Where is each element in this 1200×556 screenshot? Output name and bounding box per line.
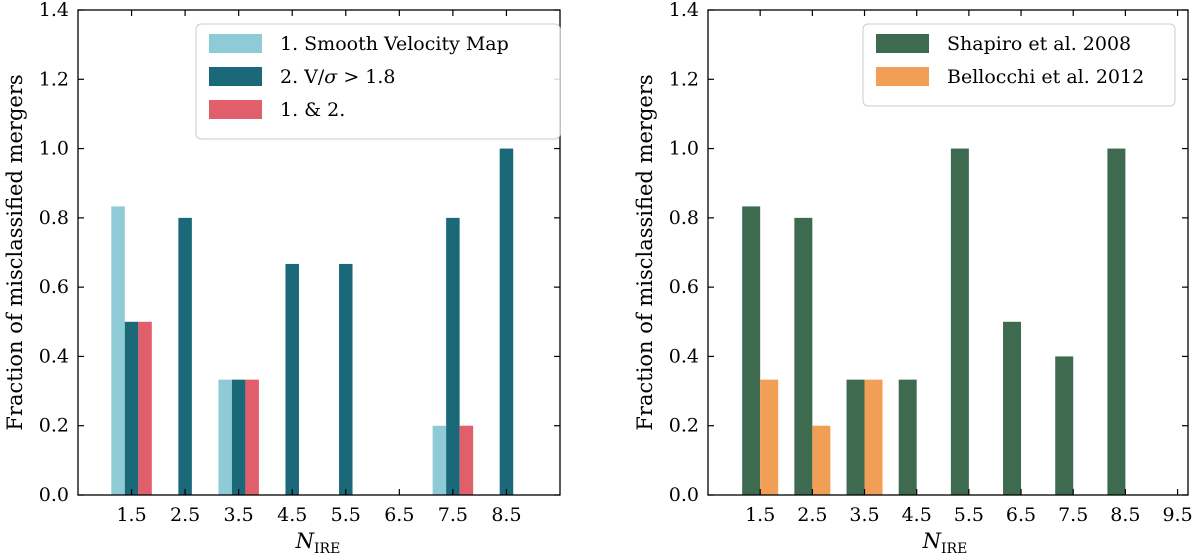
- bar-1-s2-c5.5: [339, 263, 353, 495]
- axes-frame: [707, 9, 1189, 496]
- x-tick-label: 2.5: [797, 504, 827, 526]
- bar-1-s2-c7.5: [446, 217, 460, 495]
- bar-2-s2-c1.5: [760, 379, 779, 495]
- x-tick-label: 8.5: [1110, 504, 1140, 526]
- y-tick-label: 1.4: [39, 0, 69, 21]
- x-tick-label: 1.5: [116, 504, 146, 526]
- y-tick-label: 1.2: [39, 68, 69, 90]
- bar-1-s3-c7.5: [459, 425, 474, 495]
- bar-1-s3-c3.5: [245, 379, 259, 495]
- bar-1-s2-c8.5: [499, 148, 514, 496]
- bar-1-s2-c1.5: [124, 321, 139, 495]
- y-axis-label: Fraction of misclassified mergers: [633, 74, 657, 430]
- y-tick-label: 1.0: [669, 138, 699, 160]
- x-axis-label: NIRE: [295, 529, 341, 556]
- y-tick-label: 0.0: [39, 484, 69, 506]
- bar-1-s1-c7.5: [432, 425, 447, 495]
- y-tick-label: 0.2: [39, 415, 69, 437]
- y-tick-label: 1.0: [39, 138, 69, 160]
- bar-1-s2-c4.5: [285, 263, 299, 495]
- y-tick-label: 0.0: [669, 484, 699, 506]
- x-tick-label: 4.5: [902, 504, 932, 526]
- bar-2-s1-c5.5: [950, 148, 969, 496]
- y-tick-label: 1.2: [669, 68, 699, 90]
- legend-label: 2. V/σ > 1.8: [280, 66, 396, 88]
- legend-label: Shapiro et al. 2008: [947, 33, 1131, 55]
- y-tick-label: 0.4: [39, 345, 69, 367]
- legend-swatch: [209, 100, 262, 119]
- y-tick-label: 0.4: [669, 345, 699, 367]
- legend-box: [195, 23, 561, 140]
- x-tick-label: 7.5: [438, 504, 468, 526]
- x-tick-label: 5.5: [954, 504, 984, 526]
- y-tick-label: 0.2: [669, 415, 699, 437]
- y-axis-label: Fraction of misclassified mergers: [3, 74, 27, 430]
- x-tick-label: 8.5: [491, 504, 521, 526]
- bar-2-s1-c2.5: [794, 217, 813, 495]
- bar-2-s2-c3.5: [864, 379, 883, 495]
- bar-2-s1-c7.5: [1055, 356, 1074, 495]
- x-axis-label: NIRE: [922, 529, 968, 556]
- x-tick-label: 7.5: [1058, 504, 1088, 526]
- x-tick-label: 6.5: [1006, 504, 1036, 526]
- x-tick-label: 4.5: [277, 504, 307, 526]
- legend-box: [862, 23, 1176, 107]
- bar-1-s2-c2.5: [178, 217, 192, 495]
- x-tick-label: 5.5: [331, 504, 361, 526]
- x-tick-label: 3.5: [849, 504, 879, 526]
- bar-1-s1-c1.5: [111, 206, 125, 496]
- chart-panel-2: 0.0 0.2 0.4 0.6 0.8 1.0 1.2 1.4 1.5 2.5 3.5 4.5 5.5 6…: [633, 0, 1193, 556]
- bar-2-s2-c2.5: [812, 425, 831, 495]
- x-tick-label: 3.5: [224, 504, 254, 526]
- y-tick-label: 0.6: [669, 276, 699, 298]
- y-tick-label: 0.8: [39, 207, 69, 229]
- bar-1-s1-c3.5: [218, 379, 232, 495]
- x-tick-label: 1.5: [745, 504, 775, 526]
- axes-frame: [77, 9, 561, 496]
- bar-2-s1-c1.5: [742, 206, 761, 496]
- legend-swatch: [876, 67, 929, 86]
- bar-2-s1-c4.5: [898, 379, 917, 495]
- x-tick-label: 2.5: [170, 504, 200, 526]
- legend: Shapiro et al. 2008 Bellocchi et al. 2012: [862, 23, 1176, 107]
- legend-swatch: [209, 67, 262, 86]
- y-tick-label: 1.4: [669, 0, 699, 21]
- bar-1-s2-c3.5: [231, 379, 246, 495]
- bar-1-s3-c1.5: [138, 321, 152, 495]
- y-tick-label: 0.6: [39, 276, 69, 298]
- bar-2-s1-c8.5: [1107, 148, 1126, 496]
- y-tick-label: 0.8: [669, 207, 699, 229]
- legend: 1. Smooth Velocity Map 2. V/σ > 1.8 1. & 2…: [195, 23, 561, 140]
- legend-swatch: [876, 34, 929, 53]
- bar-2-s1-c3.5: [846, 379, 865, 495]
- chart-panel-1: 0.0 0.2 0.4 0.6 0.8 1.0 1.2 1.4 1.5 2.5 3.5 4.5 5.5 6…: [3, 0, 561, 556]
- legend-label: 1. & 2.: [280, 99, 345, 121]
- legend-label: 1. Smooth Velocity Map: [280, 33, 509, 55]
- x-tick-label: 9.5: [1162, 504, 1192, 526]
- legend-swatch: [209, 34, 262, 53]
- bar-2-s1-c6.5: [1003, 321, 1022, 495]
- x-tick-label: 6.5: [384, 504, 414, 526]
- legend-label: Bellocchi et al. 2012: [947, 66, 1144, 88]
